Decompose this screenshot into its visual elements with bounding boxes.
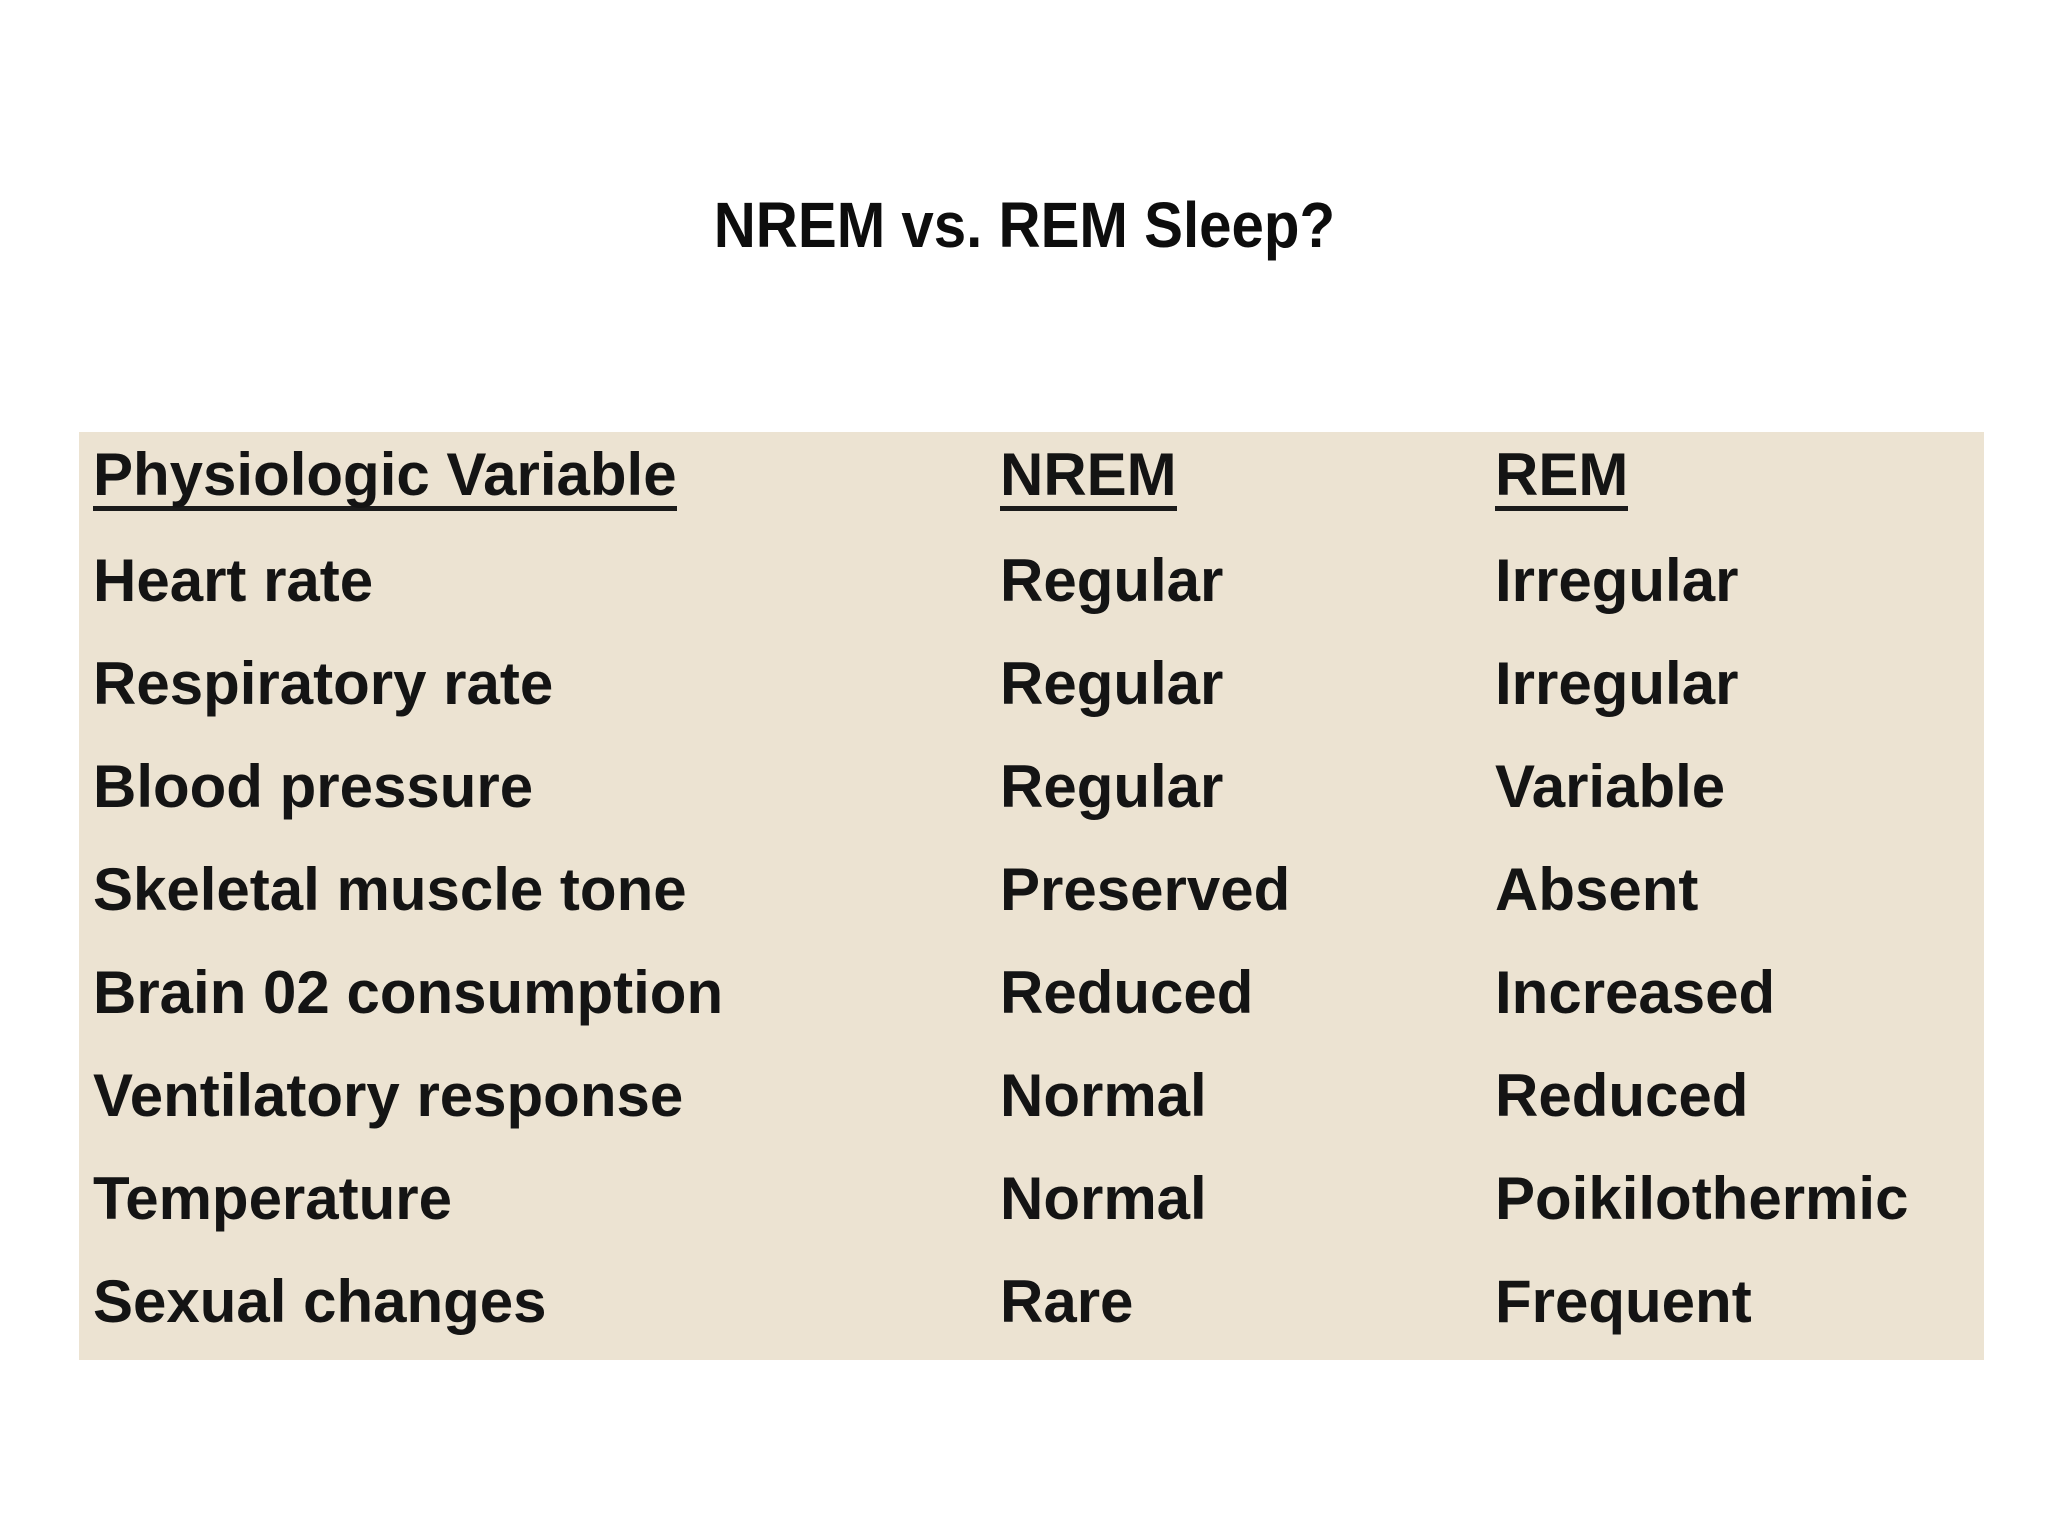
table-row: Blood pressure Regular Variable — [93, 741, 1984, 844]
nrem-value-cell: Rare — [1000, 1268, 1134, 1336]
variable-cell: Brain 02 consumption — [93, 959, 724, 1027]
nrem-value-cell: Normal — [1000, 1165, 1207, 1233]
table-row: Heart rate Regular Irregular — [93, 535, 1984, 638]
rem-value-cell: Irregular — [1495, 649, 1739, 717]
table-row: Skeletal muscle tone Preserved Absent — [93, 844, 1984, 947]
rem-value-cell: Increased — [1495, 959, 1776, 1027]
variable-cell: Ventilatory response — [93, 1062, 684, 1130]
rem-value-cell: Frequent — [1495, 1268, 1752, 1336]
table-header-row: Physiologic Variable NREM REM — [93, 432, 1984, 535]
nrem-value-cell: Normal — [1000, 1062, 1207, 1130]
slide-title: NREM vs. REM Sleep? — [0, 193, 2048, 257]
header-variable-text: Physiologic Variable — [93, 444, 677, 511]
header-rem: REM — [1495, 444, 1984, 511]
variable-cell: Heart rate — [93, 546, 374, 614]
nrem-value-cell: Regular — [1000, 649, 1224, 717]
variable-cell: Respiratory rate — [93, 649, 554, 717]
slide-title-text: NREM vs. REM Sleep? — [713, 189, 1335, 261]
header-variable: Physiologic Variable — [93, 444, 1000, 511]
comparison-table: Physiologic Variable NREM REM Heart rate… — [79, 432, 1984, 1360]
variable-cell: Blood pressure — [93, 752, 534, 820]
table-row: Sexual changes Rare Frequent — [93, 1257, 1984, 1360]
rem-value-cell: Variable — [1495, 752, 1726, 820]
nrem-value-cell: Regular — [1000, 752, 1224, 820]
rem-value-cell: Irregular — [1495, 546, 1739, 614]
nrem-value-cell: Reduced — [1000, 959, 1254, 1027]
table-row: Brain 02 consumption Reduced Increased — [93, 948, 1984, 1051]
rem-value-cell: Absent — [1495, 855, 1699, 923]
table-row: Temperature Normal Poikilothermic — [93, 1154, 1984, 1257]
nrem-value-cell: Preserved — [1000, 855, 1291, 923]
header-rem-text: REM — [1495, 444, 1629, 511]
nrem-value-cell: Regular — [1000, 546, 1224, 614]
variable-cell: Skeletal muscle tone — [93, 855, 687, 923]
variable-cell: Sexual changes — [93, 1268, 547, 1336]
variable-cell: Temperature — [93, 1165, 453, 1233]
header-nrem-text: NREM — [1000, 444, 1177, 511]
rem-value-cell: Poikilothermic — [1495, 1165, 1909, 1233]
header-nrem: NREM — [1000, 444, 1495, 511]
rem-value-cell: Reduced — [1495, 1062, 1749, 1130]
table-row: Respiratory rate Regular Irregular — [93, 638, 1984, 741]
table-row: Ventilatory response Normal Reduced — [93, 1051, 1984, 1154]
